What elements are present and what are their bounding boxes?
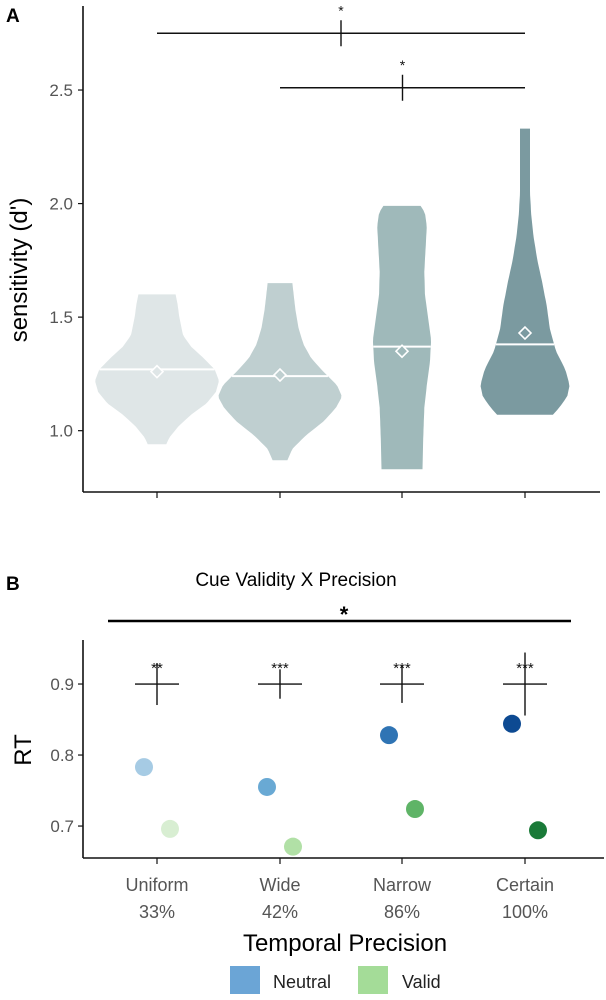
legend-label-neutral: Neutral — [273, 972, 331, 992]
mean-marker — [517, 325, 533, 341]
rt-scatter-chart: 0.7 0.8 0.9 Uniform 33% Wide 42% Narrow 86% Certa… — [50, 619, 604, 922]
reference-significance-label: *** — [271, 660, 289, 677]
y-tick-label: 0.9 — [50, 675, 74, 694]
x-tick-sublabel: 33% — [139, 902, 175, 922]
y-tick-label: 0.7 — [50, 817, 74, 836]
panel-a-y-axis-label: sensitivity (d') — [6, 198, 33, 343]
violin-4 — [480, 128, 570, 415]
point-valid — [284, 837, 302, 856]
reference-significance-label: *** — [516, 660, 534, 677]
mean-marker — [272, 367, 288, 383]
significance-label: * — [400, 57, 406, 73]
panel-b-y-axis-label: RT — [10, 734, 37, 766]
reference-significance-label: *** — [393, 660, 411, 677]
point-valid — [161, 819, 179, 838]
point-valid — [406, 800, 424, 819]
x-tick-sublabel: 100% — [502, 902, 548, 922]
point-neutral — [258, 777, 276, 796]
significance-label: * — [338, 2, 344, 18]
panel-a-label: A — [6, 6, 20, 27]
interaction-significance: * — [340, 602, 349, 627]
point-neutral — [503, 714, 521, 733]
reference-significance-label: ** — [151, 660, 163, 677]
x-tick-sublabel: 86% — [384, 902, 420, 922]
x-tick-label-certain: Certain — [496, 875, 554, 895]
y-tick-label: 2.5 — [49, 81, 73, 100]
point-neutral — [380, 726, 398, 745]
y-tick-label: 2.0 — [49, 195, 73, 214]
mean-marker — [149, 364, 165, 379]
x-tick-label-uniform: Uniform — [125, 875, 188, 895]
point-neutral — [135, 758, 153, 777]
legend-label-valid: Valid — [402, 972, 441, 992]
y-tick-label: 1.0 — [49, 422, 73, 441]
legend-swatch-neutral — [230, 966, 260, 994]
y-tick-label: 1.5 — [49, 308, 73, 327]
panel-b-label: B — [6, 574, 20, 595]
mean-marker — [394, 344, 410, 359]
y-tick-label: 0.8 — [50, 746, 74, 765]
violin-chart: 1.0 1.5 2.0 2.5 * * — [49, 2, 600, 498]
panel-b-title: Cue Validity X Precision — [195, 570, 396, 591]
legend-swatch-valid — [358, 966, 388, 994]
panel-b-x-axis-label: Temporal Precision — [243, 930, 447, 957]
x-tick-sublabel: 42% — [262, 902, 298, 922]
violin-3 — [373, 205, 431, 470]
legend: Neutral Valid — [230, 966, 441, 994]
x-tick-label-narrow: Narrow — [373, 875, 432, 895]
x-tick-label-wide: Wide — [259, 875, 300, 895]
point-valid — [529, 821, 547, 840]
